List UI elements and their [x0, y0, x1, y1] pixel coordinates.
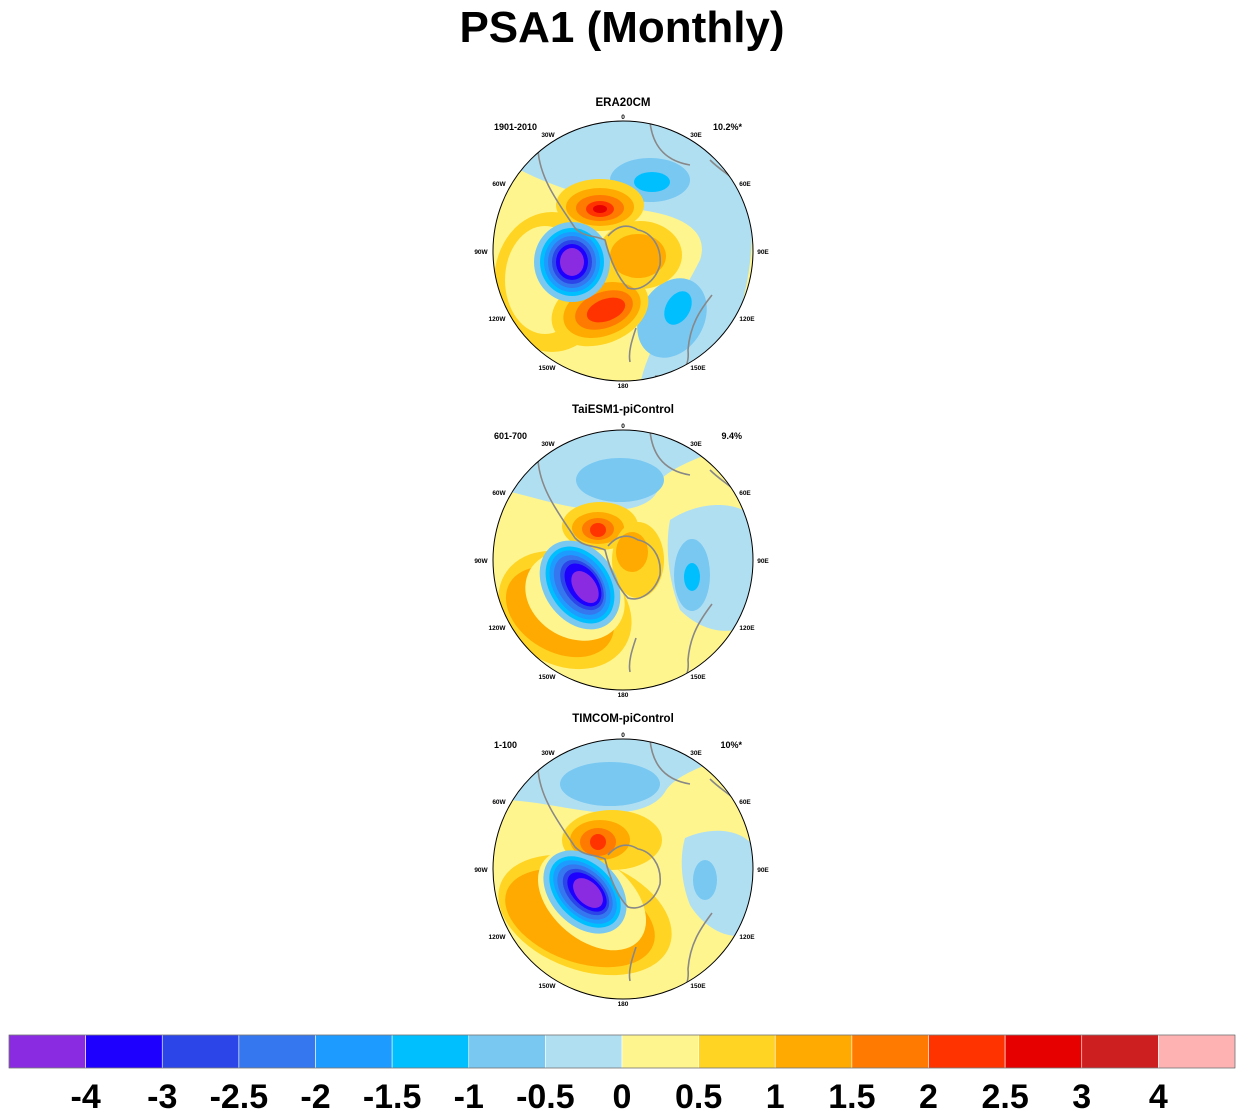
- lon-label-150e: 150E: [690, 983, 706, 990]
- colorbar-swatch: [698, 1034, 776, 1069]
- colorbar-outline: [8, 1034, 1236, 1069]
- lon-label-30w: 30W: [541, 132, 555, 139]
- colorbar-tick-label: -2: [300, 1078, 330, 1116]
- panel-variance: 10%*: [720, 740, 742, 750]
- contour-map: [493, 121, 753, 381]
- lon-label-30e: 30E: [690, 132, 702, 139]
- colorbar-tick-label: -2.5: [210, 1078, 269, 1116]
- panel-variance: 9.4%: [721, 431, 742, 441]
- lon-label-90e: 90E: [757, 558, 769, 565]
- colorbar-tick-label: -3: [147, 1078, 177, 1116]
- panel-title: TIMCOM-piControl: [572, 713, 674, 725]
- lon-label-180: 180: [618, 383, 629, 390]
- colorbar-tick-label: 1.5: [828, 1078, 875, 1116]
- figure-title: PSA1 (Monthly): [459, 3, 784, 52]
- lon-label-0: 0: [621, 114, 625, 121]
- panel-title: TaiESM1-piControl: [572, 404, 674, 416]
- lon-label-90w: 90W: [474, 558, 488, 565]
- lon-label-150e: 150E: [690, 365, 706, 372]
- lon-label-60w: 60W: [492, 490, 506, 497]
- lon-label-0: 0: [621, 732, 625, 739]
- panel-variance: 10.2%*: [713, 122, 743, 132]
- colorbar-tick-label: -1: [454, 1078, 484, 1116]
- colorbar-tick-label: -0.5: [516, 1078, 575, 1116]
- lon-label-30e: 30E: [690, 441, 702, 448]
- colorbar-swatch: [238, 1034, 316, 1069]
- colorbar-tick-label: 1: [766, 1078, 785, 1116]
- colorbar-tick-label: 2.5: [981, 1078, 1028, 1116]
- lon-label-30e: 30E: [690, 750, 702, 757]
- panel-period: 601-700: [494, 431, 527, 441]
- lon-label-60w: 60W: [492, 181, 506, 188]
- colorbar-swatch: [85, 1034, 163, 1069]
- contour-map: [493, 430, 753, 690]
- lon-label-120w: 120W: [489, 625, 507, 632]
- colorbar-swatch: [315, 1034, 393, 1069]
- panel-title: ERA20CM: [596, 97, 651, 109]
- colorbar-tick-label: -4: [71, 1078, 101, 1116]
- lon-label-180: 180: [618, 1001, 629, 1008]
- lon-label-30w: 30W: [541, 750, 555, 757]
- colorbar-tick-label: 0.5: [675, 1078, 722, 1116]
- lon-label-120w: 120W: [489, 934, 507, 941]
- colorbar-tick-label: -1.5: [363, 1078, 422, 1116]
- colorbar-tick-label: 3: [1072, 1078, 1091, 1116]
- lon-label-60e: 60E: [739, 490, 751, 497]
- lon-label-180: 180: [618, 692, 629, 699]
- colorbar-swatch: [774, 1034, 853, 1069]
- colorbar-swatch: [161, 1034, 240, 1069]
- colorbar-swatch: [1081, 1034, 1159, 1069]
- colorbar-swatch: [8, 1034, 86, 1069]
- lon-label-120e: 120E: [739, 625, 755, 632]
- lon-label-120w: 120W: [489, 316, 507, 323]
- lon-label-150w: 150W: [539, 983, 557, 990]
- lon-label-120e: 120E: [739, 316, 755, 323]
- colorbar-swatch: [1004, 1034, 1083, 1069]
- lon-label-150w: 150W: [539, 365, 557, 372]
- panel-period: 1901-2010: [494, 122, 537, 132]
- colorbar-swatch: [545, 1034, 623, 1069]
- lon-label-150w: 150W: [539, 674, 557, 681]
- panel-taiesm1-picontrol: TaiESM1-piControl 601-700 9.4%: [474, 404, 769, 699]
- lon-label-90e: 90E: [757, 867, 769, 874]
- colorbar: -4 -3 -2.5 -2 -1.5 -1 -0.5 0 0.5 1 1.5 2 2.5 3 4: [8, 1034, 1236, 1116]
- lon-label-0: 0: [621, 423, 625, 430]
- colorbar-swatch: [851, 1034, 929, 1069]
- lon-label-90w: 90W: [474, 249, 488, 256]
- lon-label-60e: 60E: [739, 799, 751, 806]
- panel-era20cm: ERA20CM 1901-2010 10.2%*: [474, 97, 769, 390]
- contour-map: [493, 739, 753, 999]
- colorbar-tick-label: 4: [1149, 1078, 1168, 1116]
- colorbar-swatch: [468, 1034, 546, 1069]
- lon-label-150e: 150E: [690, 674, 706, 681]
- colorbar-swatch: [1158, 1034, 1236, 1069]
- colorbar-tick-label: 0: [613, 1078, 632, 1116]
- lon-label-30w: 30W: [541, 441, 555, 448]
- colorbar-swatch: [928, 1034, 1006, 1069]
- colorbar-swatch: [621, 1034, 699, 1069]
- lon-label-60e: 60E: [739, 181, 751, 188]
- panel-period: 1-100: [494, 740, 517, 750]
- colorbar-tick-label: 2: [919, 1078, 938, 1116]
- panel-timcom-picontrol: TIMCOM-piControl 1-100 10%*: [474, 713, 769, 1008]
- lon-label-60w: 60W: [492, 799, 506, 806]
- lon-label-120e: 120E: [739, 934, 755, 941]
- colorbar-swatch: [391, 1034, 470, 1069]
- lon-label-90w: 90W: [474, 867, 488, 874]
- lon-label-90e: 90E: [757, 249, 769, 256]
